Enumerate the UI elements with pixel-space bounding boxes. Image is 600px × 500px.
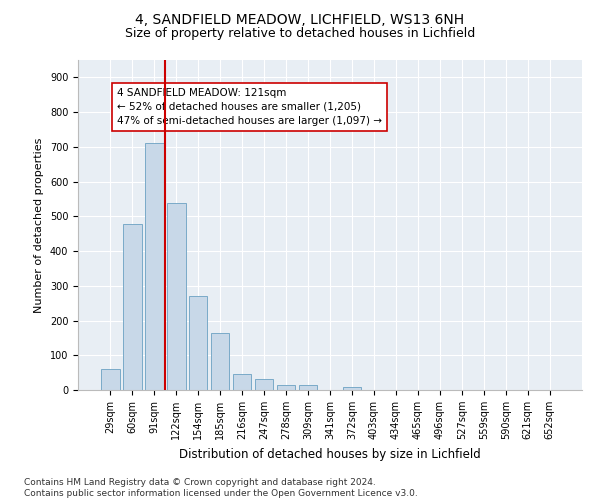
Text: 4 SANDFIELD MEADOW: 121sqm
← 52% of detached houses are smaller (1,205)
47% of s: 4 SANDFIELD MEADOW: 121sqm ← 52% of deta…: [117, 88, 382, 126]
Text: Size of property relative to detached houses in Lichfield: Size of property relative to detached ho…: [125, 28, 475, 40]
X-axis label: Distribution of detached houses by size in Lichfield: Distribution of detached houses by size …: [179, 448, 481, 460]
Bar: [277, 385, 295, 390]
Bar: [189, 296, 208, 390]
Bar: [145, 143, 164, 390]
Bar: [123, 224, 142, 390]
Bar: [211, 333, 229, 390]
Y-axis label: Number of detached properties: Number of detached properties: [34, 138, 44, 312]
Bar: [255, 378, 274, 390]
Bar: [343, 387, 361, 390]
Bar: [233, 374, 251, 390]
Bar: [101, 369, 119, 390]
Bar: [167, 204, 185, 390]
Bar: [299, 386, 317, 390]
Text: Contains HM Land Registry data © Crown copyright and database right 2024.
Contai: Contains HM Land Registry data © Crown c…: [24, 478, 418, 498]
Text: 4, SANDFIELD MEADOW, LICHFIELD, WS13 6NH: 4, SANDFIELD MEADOW, LICHFIELD, WS13 6NH: [136, 12, 464, 26]
